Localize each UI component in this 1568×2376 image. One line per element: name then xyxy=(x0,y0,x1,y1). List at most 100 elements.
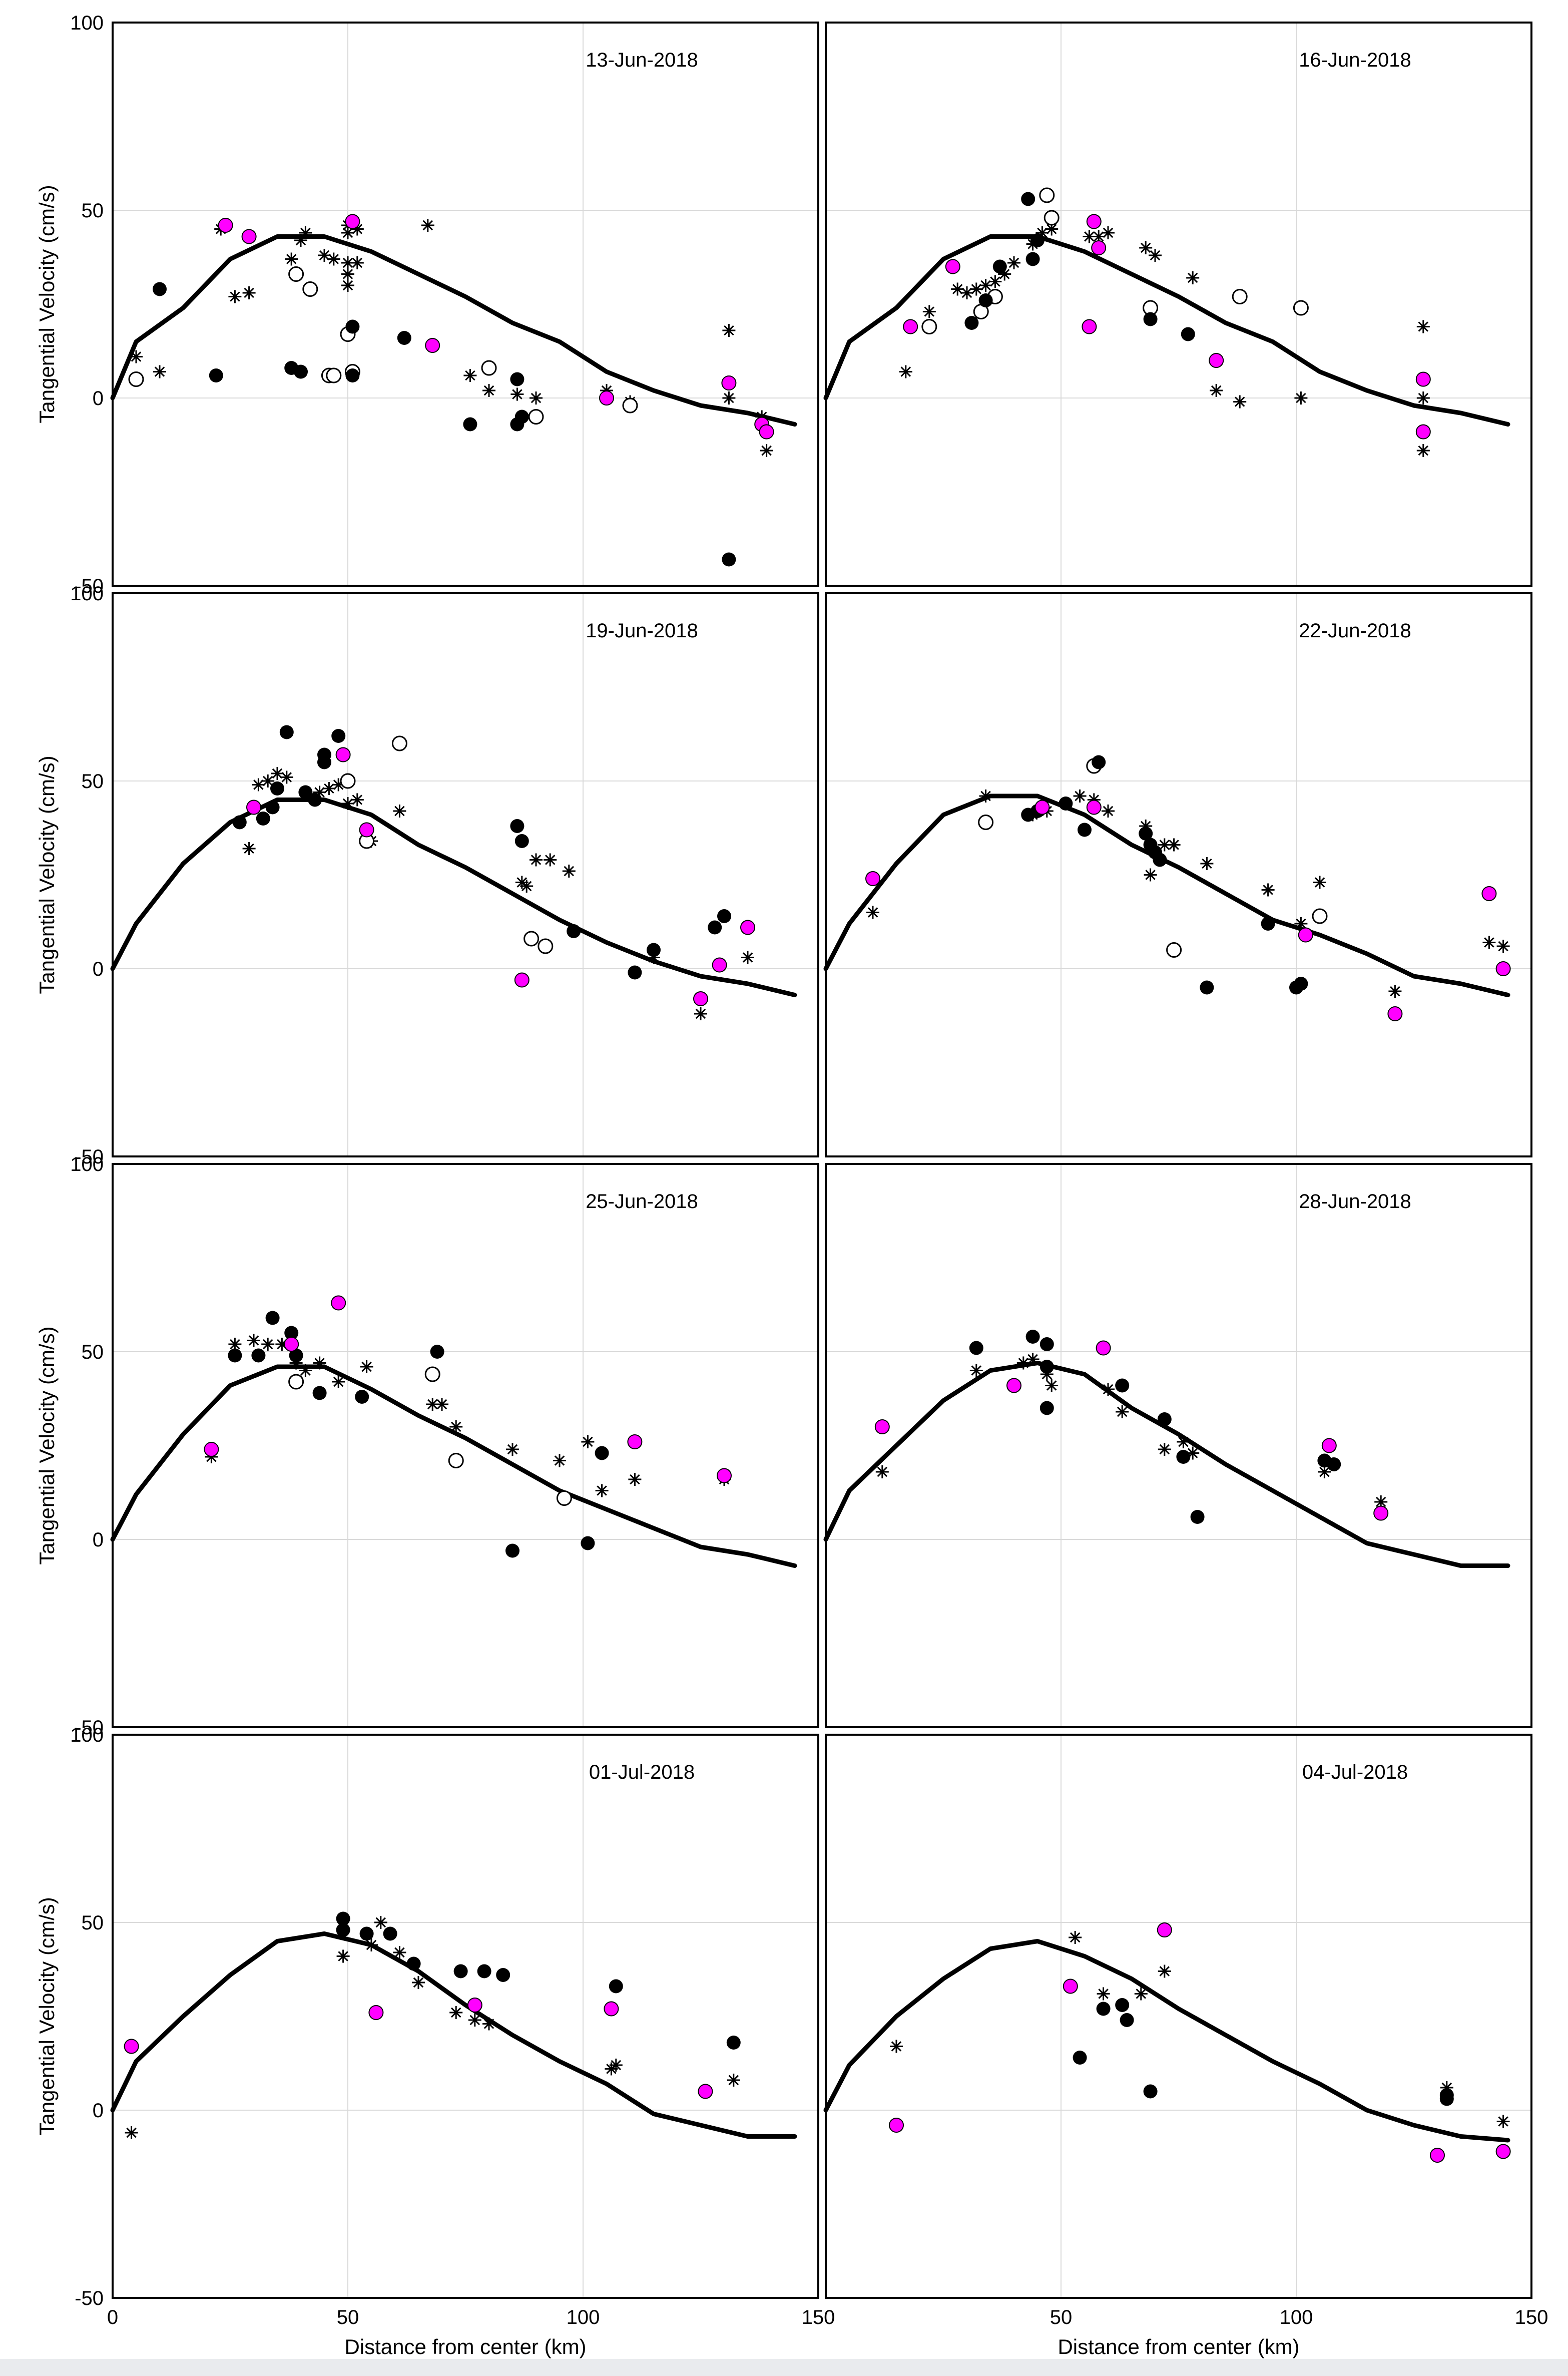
asterisk-stroke xyxy=(1319,1466,1330,1477)
asterisk-marker xyxy=(969,1364,983,1377)
magenta-marker xyxy=(246,800,261,815)
asterisk-marker xyxy=(252,778,265,791)
filled-black-marker xyxy=(581,1536,595,1550)
asterisk-stroke xyxy=(952,284,963,294)
magenta-marker xyxy=(1157,1922,1172,1937)
panel-4: 22-Jun-2018 xyxy=(823,592,1532,1157)
asterisk-marker xyxy=(228,290,242,303)
panel-5: 25-Jun-2018 100 50 0 -50 Tangential Velocity … xyxy=(35,1153,819,1739)
filled-black-marker xyxy=(514,834,529,848)
asterisk-stroke xyxy=(521,881,532,892)
asterisk-marker xyxy=(332,1375,345,1388)
panel-date-title: 04-Jul-2018 xyxy=(1302,1761,1408,1783)
asterisk-stroke xyxy=(248,1335,259,1346)
asterisk-stroke xyxy=(1159,840,1170,850)
filled-black-marker xyxy=(992,259,1007,274)
asterisk-stroke xyxy=(1103,806,1114,817)
filled-black-marker xyxy=(345,319,360,334)
asterisk-marker xyxy=(866,906,879,919)
asterisk-stroke xyxy=(999,269,1010,279)
asterisk-marker xyxy=(760,444,773,457)
asterisk-marker xyxy=(520,880,534,893)
asterisk-stroke xyxy=(1296,392,1306,404)
filled-black-marker xyxy=(1261,917,1275,931)
asterisk-marker xyxy=(341,267,354,281)
asterisk-marker xyxy=(1149,249,1162,262)
asterisk-marker xyxy=(336,1949,350,1963)
filled-black-marker xyxy=(726,2036,741,2050)
filled-black-marker xyxy=(336,1911,350,1926)
open-circle-marker xyxy=(340,773,356,789)
asterisk-marker xyxy=(1045,1379,1059,1392)
filled-black-marker xyxy=(1021,192,1035,206)
asterisk-marker xyxy=(482,2017,495,2031)
asterisk-marker xyxy=(1186,271,1200,284)
axes-box xyxy=(112,1163,819,1728)
asterisk-stroke xyxy=(980,790,991,802)
asterisk-stroke xyxy=(1145,870,1156,880)
asterisk-marker xyxy=(247,1334,260,1347)
filled-black-marker xyxy=(1143,312,1158,326)
magenta-marker xyxy=(1096,1340,1111,1356)
asterisk-stroke xyxy=(1418,445,1429,456)
y-tick-label: 100 xyxy=(70,1153,104,1175)
asterisk-stroke xyxy=(469,2015,480,2026)
asterisk-marker xyxy=(125,2126,138,2139)
y-tick-label: -50 xyxy=(75,2287,104,2309)
axes-box xyxy=(825,1163,1532,1728)
filled-black-marker xyxy=(1181,327,1195,341)
filled-black-marker xyxy=(708,920,722,935)
asterisk-marker xyxy=(1097,1987,1110,2001)
magenta-marker xyxy=(889,2118,904,2133)
asterisk-stroke xyxy=(1498,941,1508,952)
asterisk-stroke xyxy=(1027,1354,1038,1365)
asterisk-marker xyxy=(1167,838,1181,852)
axes-box xyxy=(112,1734,819,2299)
asterisk-stroke xyxy=(1296,918,1306,929)
filled-black-marker xyxy=(345,368,360,382)
asterisk-stroke xyxy=(286,254,297,264)
asterisk-marker xyxy=(1177,1435,1190,1448)
asterisk-stroke xyxy=(545,855,556,865)
asterisk-stroke xyxy=(154,366,165,377)
filled-black-marker xyxy=(312,1386,327,1400)
bottom-bar xyxy=(0,2359,1568,2376)
asterisk-marker xyxy=(1069,1931,1082,1944)
magenta-marker xyxy=(1321,1438,1337,1453)
magenta-marker xyxy=(865,871,880,886)
asterisk-marker xyxy=(261,774,275,787)
open-circle-marker xyxy=(556,1490,572,1506)
asterisk-stroke xyxy=(583,1436,593,1447)
asterisk-stroke xyxy=(1046,224,1057,234)
asterisk-stroke xyxy=(314,1358,325,1368)
asterisk-stroke xyxy=(1187,272,1198,283)
asterisk-stroke xyxy=(891,2041,902,2052)
asterisk-stroke xyxy=(1418,321,1429,332)
open-circle-marker xyxy=(1166,942,1182,958)
open-circle-marker xyxy=(1293,300,1309,316)
magenta-marker xyxy=(514,972,530,988)
filled-black-marker xyxy=(1115,1998,1130,2012)
panel-date-title: 01-Jul-2018 xyxy=(589,1761,695,1783)
filled-black-marker xyxy=(1039,1337,1054,1351)
x-tick-label: 0 xyxy=(107,2306,118,2328)
asterisk-marker xyxy=(1210,384,1223,397)
magenta-marker xyxy=(425,338,440,353)
magenta-marker xyxy=(335,747,351,762)
asterisk-stroke xyxy=(1117,1406,1128,1417)
open-circle-marker xyxy=(1232,289,1248,304)
magenta-marker xyxy=(1415,371,1431,387)
asterisk-marker xyxy=(530,391,543,405)
x-tick-label: 100 xyxy=(1280,2306,1313,2328)
filled-black-marker xyxy=(1176,1450,1191,1464)
asterisk-marker xyxy=(530,853,543,867)
asterisk-marker xyxy=(694,1007,707,1020)
filled-black-marker xyxy=(1059,797,1073,811)
filled-black-marker xyxy=(265,800,280,815)
asterisk-stroke xyxy=(1075,790,1085,802)
y-axis-label: Tangential Velocity (cm/s) xyxy=(35,755,59,994)
filled-black-marker xyxy=(647,943,661,957)
asterisk-marker xyxy=(1294,391,1308,405)
asterisk-stroke xyxy=(1046,1380,1057,1391)
filled-black-marker xyxy=(1092,755,1106,769)
